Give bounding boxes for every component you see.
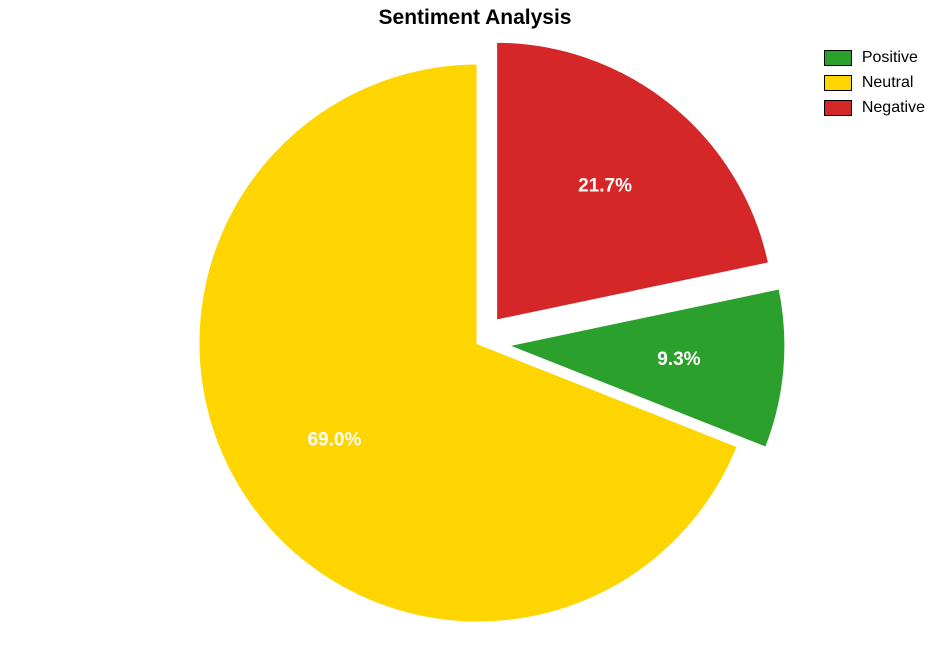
legend: Positive Neutral Negative (824, 47, 925, 122)
pie-slice-negative (496, 41, 770, 321)
legend-swatch-positive (824, 50, 852, 66)
legend-swatch-neutral (824, 75, 852, 91)
legend-label-positive: Positive (862, 49, 918, 67)
legend-label-negative: Negative (862, 99, 925, 117)
sentiment-pie-chart: Sentiment Analysis 21.7%9.3%69.0% Positi… (0, 0, 950, 662)
legend-swatch-negative (824, 100, 852, 116)
legend-item-negative: Negative (824, 97, 925, 119)
pie-slice-label-positive: 9.3% (657, 349, 700, 370)
legend-item-neutral: Neutral (824, 72, 925, 94)
pie-slice-label-negative: 21.7% (578, 175, 632, 196)
legend-item-positive: Positive (824, 47, 925, 69)
pie-slice-label-neutral: 69.0% (307, 430, 361, 451)
pie-svg: 21.7% 9.3% 69.0% (0, 0, 950, 662)
legend-label-neutral: Neutral (862, 74, 914, 92)
